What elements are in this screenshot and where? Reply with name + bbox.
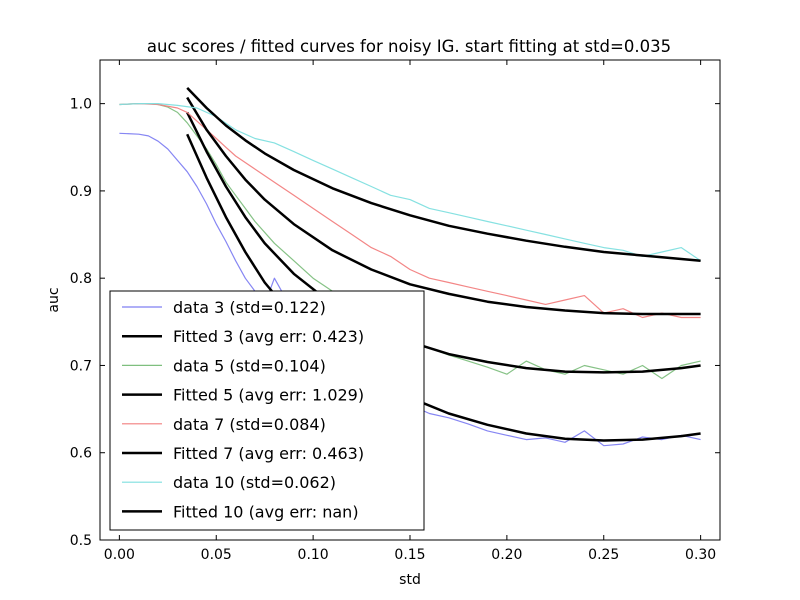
legend-label-1: data 3 (std=0.122) bbox=[173, 298, 326, 317]
series-line-8 bbox=[186, 87, 701, 262]
y-tick-label: 0.9 bbox=[70, 184, 92, 200]
series-line-6 bbox=[186, 96, 701, 316]
legend-label-5: data 7 (std=0.084) bbox=[173, 415, 326, 434]
x-axis-label: std bbox=[399, 572, 421, 588]
legend-label-7: data 10 (std=0.062) bbox=[173, 473, 336, 492]
legend-label-3: data 5 (std=0.104) bbox=[173, 356, 326, 375]
x-tick-label: 0.15 bbox=[394, 547, 425, 563]
x-tick-label: 0.00 bbox=[104, 547, 135, 563]
legend-box bbox=[109, 290, 425, 531]
y-tick-label: 0.5 bbox=[70, 533, 92, 549]
legend-label-4: Fitted 5 (avg err: 1.029) bbox=[173, 386, 364, 405]
axes-ticks: 0.00 0.05 0.10 0.15 0.20 0.25 0.30 0.5 0.6 0.7 0.8… bbox=[70, 60, 720, 563]
legend-label-6: Fitted 7 (avg err: 0.463) bbox=[173, 444, 364, 463]
x-tick-label: 0.30 bbox=[685, 547, 716, 563]
y-axis-label: auc bbox=[46, 287, 62, 312]
series-line-5 bbox=[119, 102, 701, 319]
y-tick-label: 1.0 bbox=[70, 97, 92, 113]
legend-label-8: Fitted 10 (avg err: nan) bbox=[173, 502, 359, 521]
x-tick-label: 0.10 bbox=[298, 547, 329, 563]
y-tick-label: 0.8 bbox=[70, 271, 92, 287]
legend-label-2: Fitted 3 (avg err: 0.423) bbox=[173, 327, 364, 346]
y-tick-label: 0.6 bbox=[70, 446, 92, 462]
legend: data 3 (std=0.122) Fitted 3 (avg err: 0.4… bbox=[109, 290, 425, 531]
plot-area bbox=[99, 59, 721, 541]
chart-title: auc scores / fitted curves for noisy IG.… bbox=[147, 37, 671, 56]
x-tick-label: 0.20 bbox=[491, 547, 522, 563]
x-tick-label: 0.25 bbox=[588, 547, 619, 563]
y-tick-label: 0.7 bbox=[70, 358, 92, 374]
series-line-7 bbox=[119, 102, 701, 262]
x-tick-label: 0.05 bbox=[201, 547, 232, 563]
